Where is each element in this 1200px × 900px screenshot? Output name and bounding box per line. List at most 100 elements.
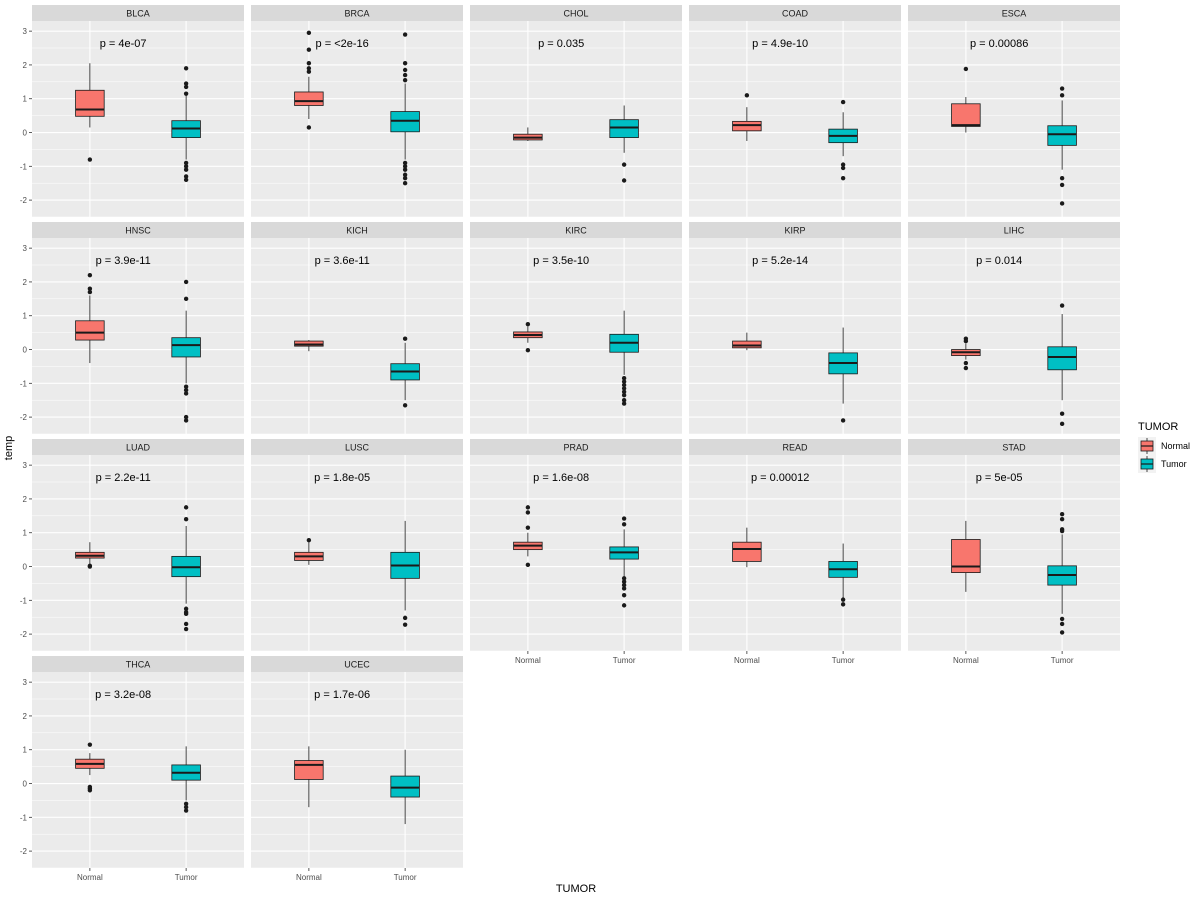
tumor-outlier (621, 576, 627, 581)
tumor-outlier (621, 586, 627, 591)
normal-outlier (87, 286, 93, 291)
tumor-outlier (183, 801, 189, 806)
tumor-outlier (621, 389, 627, 394)
facet-panel-stad: STAD p = 5e-05 Normal Tumor (908, 439, 1120, 665)
normal-box (951, 539, 981, 574)
tumor-outlier (1059, 201, 1065, 206)
tumor-outlier (402, 61, 408, 66)
facet-strip-label: PRAD (563, 443, 589, 453)
normal-outlier (87, 157, 93, 162)
y-tick-label: 0 (23, 780, 28, 789)
normal-outlier (306, 66, 312, 71)
normal-outlier (963, 360, 969, 366)
tumor-outlier (621, 178, 627, 183)
facet-strip (908, 222, 1120, 238)
y-tick-label: 0 (23, 563, 28, 572)
tumor-outlier (1059, 303, 1065, 308)
p-value-label: p = 0.00086 (970, 38, 1028, 50)
p-value-label: p = 3.2e-08 (95, 689, 151, 701)
facet-strip (251, 656, 463, 672)
tumor-box (609, 119, 639, 138)
facet-strip-label: KICH (346, 226, 368, 236)
panel-background (470, 238, 682, 434)
tumor-outlier (402, 622, 408, 627)
p-value-label: p = 1.8e-05 (314, 472, 370, 484)
legend-label-tumor: Tumor (1161, 459, 1187, 469)
panel-background (251, 672, 463, 868)
tumor-outlier (183, 174, 189, 179)
panel-background (908, 21, 1120, 217)
tumor-outlier (183, 296, 189, 302)
p-value-label: p = 4.9e-10 (752, 38, 808, 50)
normal-outlier (306, 61, 312, 66)
normal-box (732, 541, 762, 562)
panel-background (32, 455, 244, 651)
panel-background (251, 21, 463, 217)
tumor-outlier (840, 162, 846, 167)
p-value-label: p = 3.9e-11 (96, 255, 151, 267)
tumor-outlier (1059, 517, 1065, 522)
normal-outlier (306, 69, 312, 74)
normal-outlier (87, 563, 93, 569)
tumor-outlier (183, 391, 189, 396)
tumor-outlier (621, 582, 627, 588)
facet-strip-label: CHOL (563, 9, 588, 19)
facet-strip-label: LUSC (345, 443, 370, 453)
facet-strip-label: KIRC (565, 226, 587, 236)
tumor-outlier (1059, 511, 1065, 517)
facet-strip (32, 439, 244, 455)
tumor-outlier (183, 418, 189, 423)
tumor-outlier (183, 414, 189, 420)
facet-strip-label: UCEC (344, 660, 370, 670)
y-tick-label: 2 (23, 495, 28, 504)
tumor-outlier (402, 615, 408, 621)
facet-panel-blca: BLCA 3 2 1 0 -1 -2 p = 4e-07 (20, 5, 244, 218)
legend-title: TUMOR (1138, 421, 1178, 433)
tumor-outlier (1059, 421, 1065, 427)
y-tick-label: -1 (20, 379, 28, 388)
tumor-outlier (183, 387, 189, 393)
tumor-outlier (402, 175, 408, 181)
tumor-outlier (402, 336, 408, 341)
tumor-outlier (621, 162, 627, 167)
tumor-outlier (621, 603, 627, 608)
x-tick-label: Tumor (613, 656, 636, 665)
legend: TUMOR Normal Tumor (1138, 421, 1190, 473)
tumor-outlier (1059, 621, 1065, 627)
tumor-outlier (402, 167, 408, 172)
p-value-label: p = 5.2e-14 (752, 255, 808, 267)
normal-outlier (306, 47, 312, 52)
tumor-outlier (183, 606, 189, 611)
tumor-outlier (621, 516, 627, 521)
facet-panel-thca: THCA 3 2 1 0 -1 -2 p = 3.2e-08 Normal Tumor (20, 656, 244, 882)
facet-panel-read: READ p = 0.00012 Normal Tumor (689, 439, 901, 665)
panel-background (251, 455, 463, 651)
y-tick-label: 0 (23, 346, 28, 355)
facet-panel-prad: PRAD p = 1.6e-08 Normal Tumor (470, 439, 682, 665)
x-tick-label: Tumor (1051, 656, 1074, 665)
panel-background (908, 238, 1120, 434)
tumor-outlier (183, 626, 189, 632)
y-tick-label: -2 (20, 847, 28, 856)
y-tick-label: -2 (20, 196, 28, 205)
facet-strip-label: BLCA (126, 9, 150, 19)
facet-strip (689, 222, 901, 238)
facet-strip-label: LIHC (1004, 226, 1025, 236)
tumor-outlier (621, 382, 627, 388)
facet-strip-label: ESCA (1002, 9, 1027, 19)
tumor-outlier (1059, 93, 1065, 98)
tumor-outlier (402, 77, 408, 83)
normal-outlier (525, 505, 531, 510)
tumor-outlier (621, 379, 627, 384)
normal-box (294, 91, 324, 106)
normal-outlier (87, 289, 93, 295)
facet-strip-label: READ (782, 443, 808, 453)
facet-strip (689, 5, 901, 21)
tumor-outlier (183, 66, 189, 71)
panel-background (908, 455, 1120, 651)
tumor-outlier (183, 84, 189, 90)
x-tick-label: Tumor (394, 873, 417, 882)
facet-strip-label: COAD (782, 9, 809, 19)
p-value-label: p = 1.7e-06 (314, 689, 370, 701)
facet-panel-coad: COAD p = 4.9e-10 (689, 5, 901, 218)
